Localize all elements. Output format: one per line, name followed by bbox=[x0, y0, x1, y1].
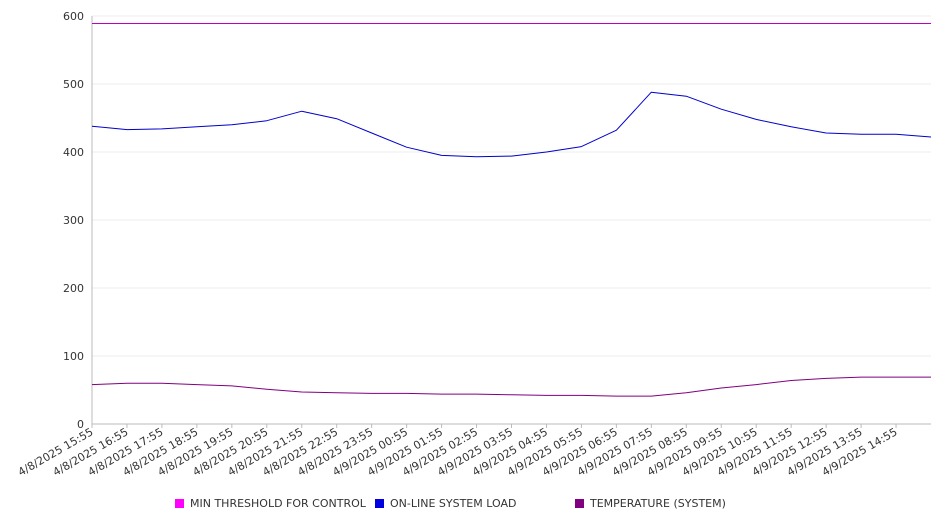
series-line-2 bbox=[91, 376, 931, 397]
legend-label-system-load: ON-LINE SYSTEM LOAD bbox=[390, 497, 517, 510]
legend-swatch-system-load bbox=[375, 499, 384, 508]
y-tick-label: 100 bbox=[63, 350, 84, 363]
series-lines bbox=[91, 23, 932, 397]
legend-item-system-load[interactable]: ON-LINE SYSTEM LOAD bbox=[375, 497, 516, 510]
legend-item-temperature[interactable]: TEMPERATURE (SYSTEM) bbox=[575, 497, 726, 510]
series-line-1 bbox=[91, 91, 932, 158]
y-tick-label: 500 bbox=[63, 78, 84, 91]
y-tick-label: 300 bbox=[63, 214, 84, 227]
y-tick-label: 0 bbox=[77, 418, 84, 431]
y-axis-ticks: 0 100 200 300 400 500 600 bbox=[63, 10, 84, 431]
legend-label-temperature: TEMPERATURE (SYSTEM) bbox=[590, 497, 726, 510]
legend-label-min-threshold: MIN THRESHOLD FOR CONTROL bbox=[190, 497, 366, 510]
gridlines bbox=[92, 15, 931, 425]
legend-swatch-temperature bbox=[575, 499, 584, 508]
legend: MIN THRESHOLD FOR CONTROL ON-LINE SYSTEM… bbox=[0, 497, 946, 515]
legend-item-min-threshold[interactable]: MIN THRESHOLD FOR CONTROL bbox=[175, 497, 366, 510]
y-tick-label: 600 bbox=[63, 10, 84, 23]
x-axis-ticks: 4/8/2025 15:554/8/2025 16:554/8/2025 17:… bbox=[16, 424, 900, 479]
legend-swatch-min-threshold bbox=[175, 499, 184, 508]
y-tick-label: 400 bbox=[63, 146, 84, 159]
y-tick-label: 200 bbox=[63, 282, 84, 295]
